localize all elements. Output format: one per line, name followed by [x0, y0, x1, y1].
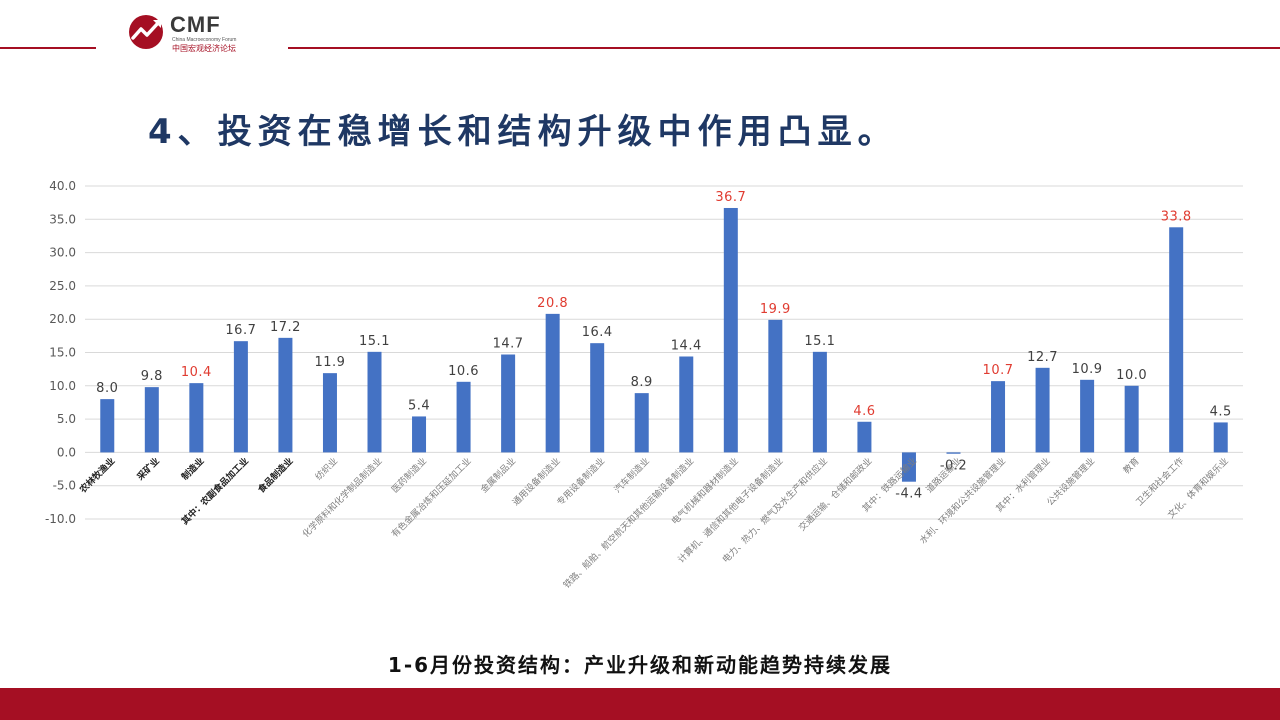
bar [723, 207, 738, 453]
header-rule-left [0, 47, 96, 49]
data-label: 4.5 [1210, 404, 1232, 419]
bar [1080, 379, 1095, 453]
x-tick-label: 汽车制造业 [612, 455, 652, 495]
y-tick-label: 25.0 [49, 279, 76, 293]
x-tick-label: 有色金属冶炼和压延加工业 [389, 455, 474, 540]
data-label: 11.9 [314, 355, 345, 370]
x-tick-label: 制造业 [179, 455, 207, 483]
logo-subtitle-en: China Macroeconomy Forum [172, 37, 237, 43]
investment-growth-bar-chart: 40.0 35.0 30.0 25.0 20.0 15.0 10.0 5.0 0.0 -5.0 -1… [45, 179, 1243, 591]
y-tick-label: 15.0 [49, 346, 76, 360]
y-tick-label: -5.0 [53, 479, 76, 493]
bar [946, 452, 961, 454]
y-tick-label: 40.0 [49, 179, 76, 193]
data-label: 16.4 [582, 325, 613, 340]
bar [189, 383, 204, 453]
x-tick-label: 金属制品业 [478, 455, 518, 495]
header-rule-right [288, 47, 1280, 49]
bar [590, 343, 605, 453]
y-tick-label: 5.0 [57, 412, 76, 426]
bar [545, 313, 560, 453]
y-tick-label: 30.0 [49, 246, 76, 260]
x-tick-label: 医药制造业 [389, 455, 429, 495]
x-tick-label: 交通运输、仓储和邮政业 [796, 455, 874, 533]
y-tick-label: 10.0 [49, 379, 76, 393]
data-label: 10.4 [181, 365, 212, 380]
bar [100, 399, 115, 453]
data-label: 33.8 [1161, 209, 1192, 224]
data-label: 5.4 [408, 398, 430, 413]
x-tick-label: 化学原料和化学制品制造业 [300, 455, 385, 540]
bar [812, 351, 827, 453]
footer-bar [0, 688, 1280, 720]
chart-caption: 1-6月份投资结构：产业升级和新动能趋势持续发展 [387, 653, 893, 677]
bar [412, 416, 427, 453]
x-tick-label: 食品制造业 [255, 455, 296, 496]
bar [679, 356, 694, 453]
data-label: 19.9 [760, 302, 791, 317]
bar [278, 337, 293, 453]
y-tick-label: -10.0 [45, 512, 76, 526]
bar [322, 373, 337, 453]
bar [991, 381, 1006, 453]
x-tick-label: 教育 [1121, 455, 1142, 476]
y-tick-label: 35.0 [49, 212, 76, 226]
data-label: 15.1 [804, 334, 835, 349]
bar [456, 381, 471, 453]
data-label: 10.9 [1072, 362, 1103, 377]
data-label: -4.4 [895, 487, 922, 502]
data-label: 20.8 [537, 296, 568, 311]
data-label: 12.7 [1027, 350, 1058, 365]
data-label: 16.7 [225, 323, 256, 338]
data-label: 9.8 [141, 369, 163, 384]
page-title: 4、投资在稳增长和结构升级中作用凸显。 [148, 112, 898, 152]
data-label: 17.2 [270, 320, 301, 335]
logo-name: CMF [170, 12, 221, 37]
data-label: 14.4 [671, 338, 702, 353]
bar [233, 341, 248, 453]
data-label: 36.7 [715, 190, 746, 205]
bar [144, 387, 159, 453]
bar [501, 354, 516, 453]
data-label: 15.1 [359, 334, 390, 349]
data-label: 10.6 [448, 364, 479, 379]
bar [367, 351, 382, 453]
bar [901, 452, 916, 482]
x-tick-label: 采矿业 [134, 455, 162, 483]
data-label: 10.7 [983, 363, 1014, 378]
data-label: 8.0 [96, 381, 118, 396]
cmf-logo-mark-icon [129, 15, 163, 49]
y-tick-label: 0.0 [57, 445, 76, 459]
bar [634, 393, 649, 453]
data-label: -0.2 [940, 459, 967, 474]
bar [857, 421, 872, 453]
y-tick-label: 20.0 [49, 312, 76, 326]
bar [1035, 367, 1050, 453]
data-label: 10.0 [1116, 368, 1147, 383]
x-tick-label: 农林牧渔业 [76, 455, 117, 496]
logo-subtitle-cn: 中国宏观经济论坛 [172, 44, 236, 53]
bar [1124, 385, 1139, 453]
data-label: 4.6 [853, 404, 875, 419]
data-label: 14.7 [493, 336, 524, 351]
cmf-logo: CMF China Macroeconomy Forum 中国宏观经济论坛 [126, 10, 286, 56]
data-label: 8.9 [631, 375, 653, 390]
x-tick-label: 纺织业 [312, 455, 340, 483]
bar [1213, 422, 1228, 453]
bar [1169, 227, 1184, 453]
bar [768, 319, 783, 453]
